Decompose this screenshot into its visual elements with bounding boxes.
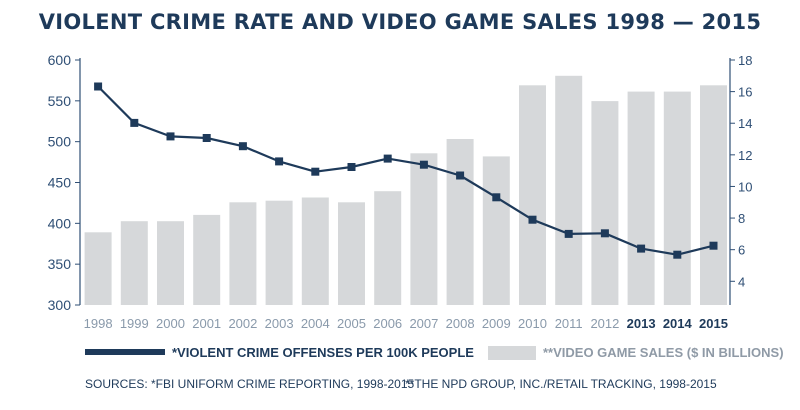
bar-2008 [446,139,474,305]
x-tick-2006: 2006 [373,316,402,331]
left-tick-label: 450 [48,175,72,191]
x-tick-2005: 2005 [337,316,366,331]
line-point-2015 [709,241,718,250]
bar-2009 [482,156,510,305]
x-tick-2003: 2003 [265,316,294,331]
bar-2013 [627,91,655,305]
bar-2005 [338,202,365,305]
x-tick-2008: 2008 [446,316,475,331]
x-axis-ticks: 1998 1999 2000 2001 2002 2003 2004 2005 2006 2007… [84,316,728,331]
right-tick-label: 4 [738,274,745,289]
bar-1999 [120,221,148,305]
left-tick-label: 600 [48,52,72,68]
right-tick-label: 8 [738,211,745,226]
right-tick-label: 16 [738,85,752,100]
legend-bar-label: **VIDEO GAME SALES ($ IN BILLIONS) [543,345,784,360]
line-series [94,82,718,259]
line-point-2012 [600,229,609,238]
bar-2006 [374,191,402,305]
x-tick-2009: 2009 [482,316,511,331]
bar-2001 [193,214,221,305]
x-tick-2013: 2013 [627,316,656,331]
legend: *VIOLENT CRIME OFFENSES PER 100K PEOPLE … [85,345,784,360]
left-tick-label: 550 [48,93,72,109]
axes: 600 550 500 450 400 350 300 18 16 14 12 10 8 6 4 [48,52,753,313]
line-point-2001 [202,134,211,142]
left-tick-label: 300 [48,297,72,313]
source-left: SOURCES: *FBI UNIFORM CRIME REPORTING, 1… [85,377,415,391]
line-point-2009 [492,193,501,202]
bar-2014 [663,91,691,305]
right-tick-label: 6 [738,243,745,258]
bar-2011 [555,75,583,305]
bar-2002 [229,202,257,305]
right-tick-label: 10 [738,179,752,194]
chart-title: VIOLENT CRIME RATE AND VIDEO GAME SALES … [38,10,762,34]
bar-2004 [301,197,329,305]
x-tick-2014: 2014 [663,316,693,331]
right-tick-label: 18 [738,53,752,68]
line-point-2007 [419,160,428,169]
bar-2003 [265,200,293,305]
left-tick-label: 500 [48,134,72,150]
legend-line-swatch [85,349,165,355]
line-point-2008 [456,171,465,180]
x-tick-2000: 2000 [156,316,185,331]
line-point-2010 [528,215,537,224]
x-tick-1998: 1998 [84,316,113,331]
line-point-2014 [673,250,682,259]
line-point-2006 [383,154,392,163]
x-tick-2002: 2002 [228,316,257,331]
legend-line-label: *VIOLENT CRIME OFFENSES PER 100K PEOPLE [172,345,474,360]
line-point-2000 [166,132,175,141]
x-tick-2004: 2004 [301,316,330,331]
bar-2007 [410,153,438,305]
x-tick-2011: 2011 [555,316,583,331]
line-point-1999 [130,118,139,127]
left-tick-label: 350 [48,256,72,272]
legend-bar-swatch [488,346,536,360]
line-point-2003 [275,157,284,166]
x-tick-2015: 2015 [699,316,728,331]
line-point-2002 [238,142,247,151]
x-tick-2012: 2012 [590,316,619,331]
left-tick-label: 400 [48,215,72,231]
bar-2015 [700,85,727,305]
x-tick-2010: 2010 [518,316,547,331]
bar-series [84,75,727,305]
x-tick-2001: 2001 [192,316,221,331]
line-point-1998 [94,82,103,91]
bar-2010 [519,85,546,305]
line-point-2004 [311,167,320,176]
line-point-2013 [637,244,646,253]
crime-rate-line [97,85,714,256]
bar-1998 [84,232,112,305]
line-point-2005 [347,163,356,171]
x-tick-2007: 2007 [409,316,438,331]
right-tick-label: 14 [738,116,752,131]
bar-2000 [157,221,184,305]
source-right: **THE NPD GROUP, INC./RETAIL TRACKING, 1… [405,377,717,391]
bar-2012 [591,101,619,305]
line-point-2011 [564,229,573,238]
right-tick-label: 12 [738,148,752,163]
x-tick-1999: 1999 [120,316,149,331]
